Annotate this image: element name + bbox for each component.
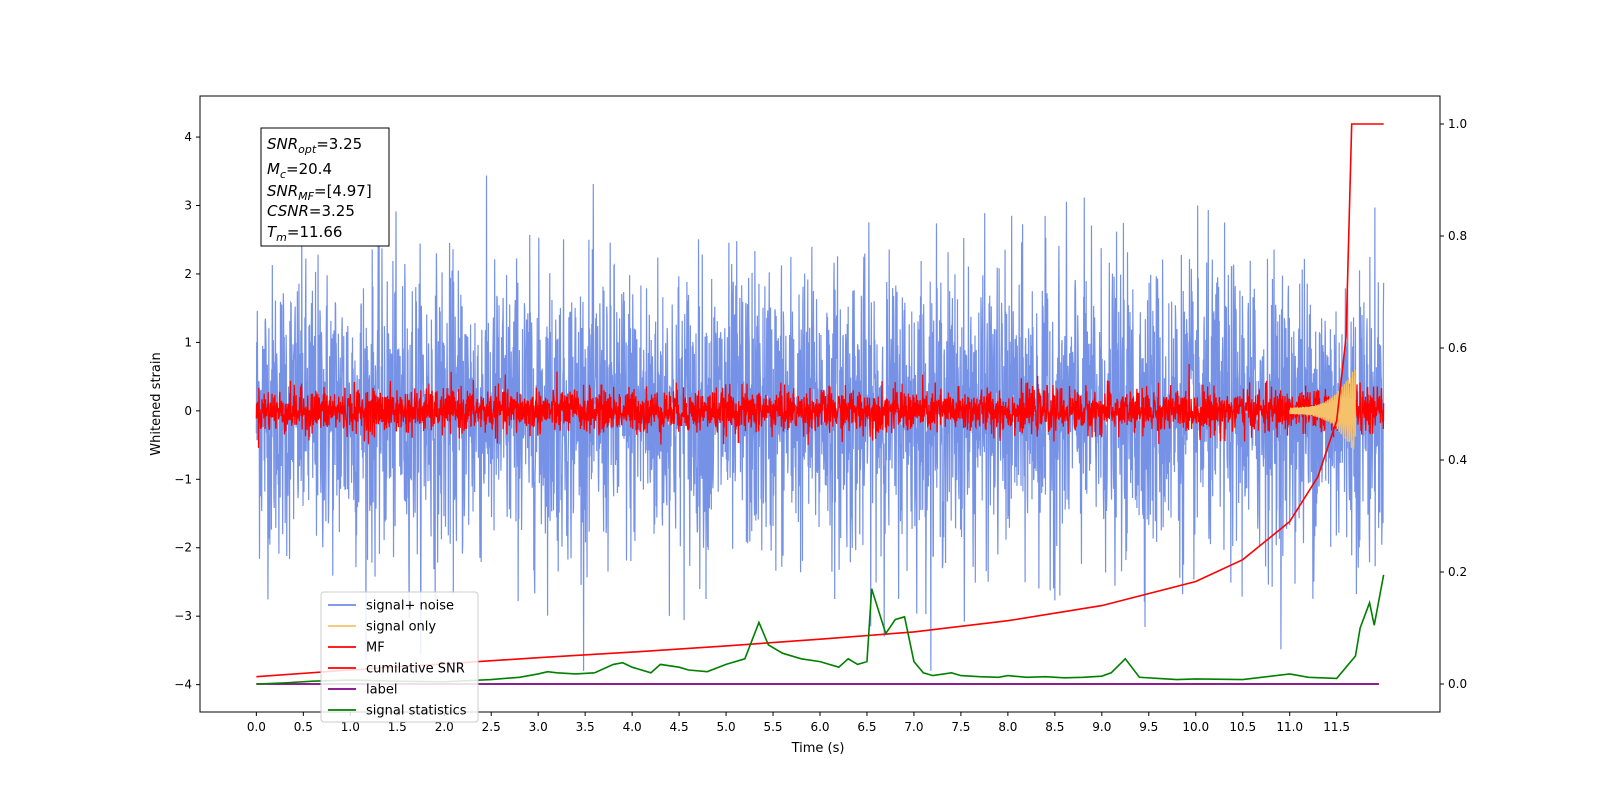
x-tick-label: 9.5 [1139,720,1158,734]
signal-statistics-line [256,574,1385,685]
y-tick-label: −4 [174,678,192,692]
legend: signal+ noise signal only MF cumilative SNR… [320,591,479,723]
x-tick-label: 2.0 [435,720,454,734]
y-tick-label: 1 [184,335,192,349]
y2-tick-label: 0.2 [1448,565,1467,579]
x-tick-label: 8.0 [998,720,1017,734]
info-tm: Tm=11.66 [267,223,342,244]
legend-label: signal+ noise [366,599,454,614]
y-tick-label: 0 [184,404,192,418]
x-tick-label: 5.0 [717,720,736,734]
y-tick-label: 2 [184,267,192,281]
signal-statistics-layer [256,574,1385,685]
y-tick-label: −1 [174,472,192,486]
legend-frame [320,591,479,723]
y2-tick-label: 0.0 [1448,677,1467,691]
info-box: SNRopt=3.25 Mc=20.4 SNRMF=[4.97] CSNR=3.… [260,127,390,247]
x-tick-label: 5.5 [763,720,782,734]
x-tick-label: 11.0 [1276,720,1303,734]
signal-noise-line [255,175,1385,671]
legend-label: cumilative SNR [366,662,465,677]
signal-only-layer [1289,369,1357,450]
y-tick-label: −2 [174,541,192,555]
legend-label: signal only [366,620,436,635]
x-tick-label: 9.0 [1092,720,1111,734]
y-axis-label: Whitened strain [149,352,164,455]
signal-only-line [1289,369,1357,450]
x-tick-label: 4.5 [670,720,689,734]
mf-line [255,363,1385,448]
y-tick-label: −3 [174,609,192,623]
info-mc: Mc=20.4 [267,160,332,181]
info-snr-opt: SNRopt=3.25 [267,135,362,156]
info-csnr: CSNR=3.25 [267,202,355,220]
signal-noise-layer [255,175,1385,671]
x-tick-label: 0.5 [294,720,313,734]
y2-ticks: 0.0 0.2 0.4 0.6 0.8 1.0 [1440,117,1467,691]
x-ticks: 0.0 0.5 1.0 1.5 2.0 2.5 3.0 3.5 4.0 4.5 5.0 5.5 6.0 6… [247,712,1350,734]
x-axis-label: Time (s) [791,741,845,756]
legend-label: MF [366,641,385,656]
y-tick-label: 3 [184,199,192,213]
x-tick-label: 6.5 [857,720,876,734]
legend-label: signal statistics [366,704,467,719]
x-tick-label: 3.0 [529,720,548,734]
info-snr-mf: SNRMF=[4.97] [267,182,372,203]
y2-tick-label: 0.4 [1448,453,1467,467]
x-tick-label: 10.5 [1229,720,1256,734]
x-tick-label: 8.5 [1045,720,1064,734]
x-tick-label: 4.0 [623,720,642,734]
y2-tick-label: 1.0 [1448,117,1467,131]
x-tick-label: 11.5 [1323,720,1350,734]
y-tick-label: 4 [184,130,192,144]
info-box-frame [260,127,390,247]
y-ticks: −4 −3 −2 −1 0 1 2 3 4 [174,130,200,692]
cumulative-snr-layer [256,123,1384,678]
x-tick-label: 7.0 [904,720,923,734]
mf-layer [255,363,1385,448]
x-tick-label: 2.5 [482,720,501,734]
x-tick-label: 7.5 [951,720,970,734]
x-tick-label: 0.0 [247,720,266,734]
cumulative-snr-line [256,123,1384,678]
x-tick-label: 1.5 [388,720,407,734]
x-tick-label: 6.0 [810,720,829,734]
y2-tick-label: 0.6 [1448,341,1467,355]
x-tick-label: 3.5 [576,720,595,734]
legend-label: label [366,683,397,698]
x-tick-label: 10.0 [1182,720,1209,734]
x-tick-label: 1.0 [341,720,360,734]
y2-tick-label: 0.8 [1448,229,1467,243]
